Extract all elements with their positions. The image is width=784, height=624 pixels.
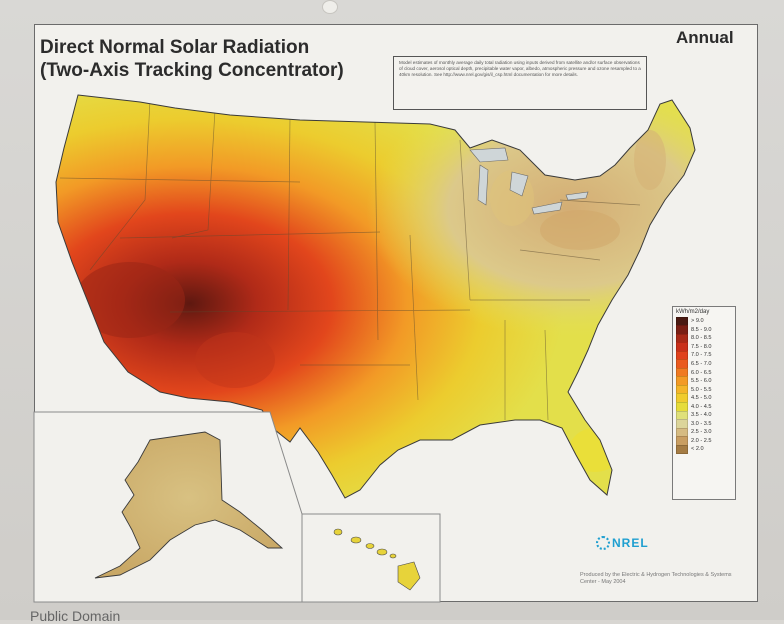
legend-label: 7.5 - 8.0 [691,343,712,350]
map-title-line2: (Two-Axis Tracking Concentrator) [40,60,344,81]
legend-label: 5.5 - 6.0 [691,378,712,385]
legend-label: 2.5 - 3.0 [691,429,712,436]
legend: kWh/m2/day > 9.0 8.5 - 9.0 8.0 - 8.5 7.5 - … [672,306,736,500]
legend-label: 8.0 - 8.5 [691,335,712,342]
legend-label: 8.5 - 9.0 [691,326,712,333]
map-title: Direct Normal Solar Radiation (Two-Axis … [40,36,344,82]
methodology-note: Model estimates of monthly average daily… [393,56,647,110]
legend-label: 6.5 - 7.0 [691,361,712,367]
legend-label: 2.0 - 2.5 [691,437,712,444]
us-outline [55,94,696,499]
legend-title: kWh/m2/day [676,309,710,315]
legend-label: 6.0 - 6.5 [691,369,712,376]
alaska-region [94,431,284,579]
legend-label: 4.0 - 4.5 [691,403,712,410]
legend-label: 4.5 - 5.0 [691,395,712,402]
legend-label: 7.0 - 7.5 [691,352,712,359]
nrel-logo-icon [596,536,610,550]
hawaii-inset-frame [301,513,441,603]
nrel-logo-text: NREL [612,536,649,550]
production-credit: Produced by the Electric & Hydrogen Tech… [580,572,732,585]
legend-label: 3.0 - 3.5 [691,420,712,427]
legend-swatch [676,444,688,455]
legend-item: < 2.0 [676,444,732,455]
legend-list: > 9.0 8.5 - 9.0 8.0 - 8.5 7.5 - 8.0 7.0 - 7.… [676,316,732,455]
camera-dot-icon [322,0,338,14]
nrel-logo: NREL [596,536,649,550]
legend-label: < 2.0 [691,446,704,453]
period-label: Annual [676,28,734,47]
legend-label: 5.0 - 5.5 [691,386,712,393]
legend-label: 3.5 - 4.0 [691,412,712,419]
source-caption: Public Domain [30,608,121,624]
map-title-line1: Direct Normal Solar Radiation [40,37,310,58]
hawaii-islands [333,528,421,591]
legend-label: > 9.0 [691,318,704,325]
